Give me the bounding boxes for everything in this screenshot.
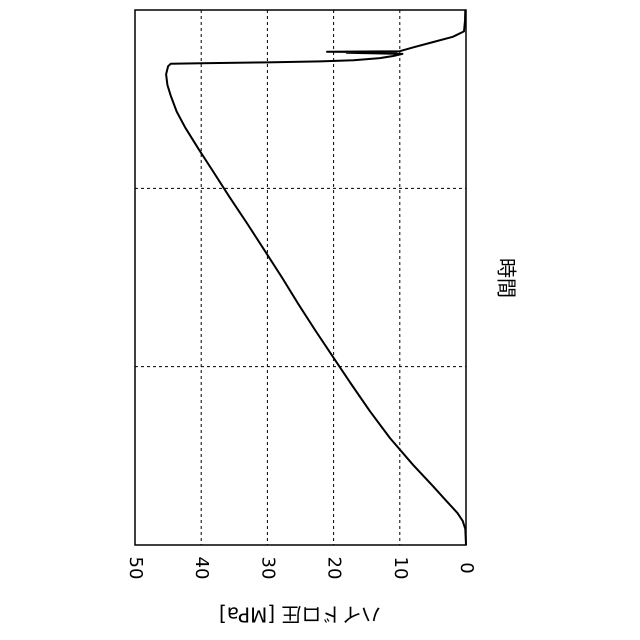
y-tick-label: 40 [191,557,212,580]
y-tick-label: 10 [390,557,411,580]
x-axis-label: 時間 [495,258,519,298]
y-tick-label: 50 [125,557,146,580]
y-axis-ticks: 0 10 20 30 40 50 [125,557,477,580]
plot-frame [135,10,466,545]
y-tick-label: 30 [257,557,278,580]
y-tick-label: 20 [324,557,345,580]
grid [135,10,466,545]
pressure-series-line [166,10,466,545]
y-tick-label: 0 [456,562,477,573]
series-group [166,10,466,545]
y-axis-label: ハイドロ圧 [MPa] [219,603,381,627]
